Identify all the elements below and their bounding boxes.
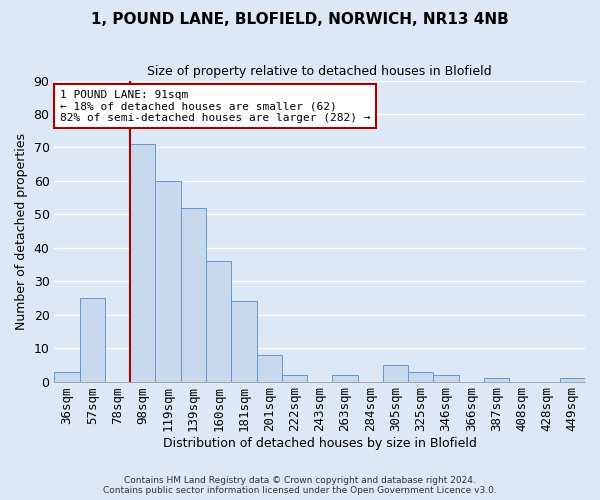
Bar: [332, 375, 358, 382]
Bar: [560, 378, 585, 382]
Text: Contains HM Land Registry data © Crown copyright and database right 2024.
Contai: Contains HM Land Registry data © Crown c…: [103, 476, 497, 495]
Bar: [484, 378, 509, 382]
Text: 1 POUND LANE: 91sqm
← 18% of detached houses are smaller (62)
82% of semi-detach: 1 POUND LANE: 91sqm ← 18% of detached ho…: [60, 90, 370, 123]
Bar: [181, 208, 206, 382]
Title: Size of property relative to detached houses in Blofield: Size of property relative to detached ho…: [148, 65, 492, 78]
Bar: [231, 302, 257, 382]
X-axis label: Distribution of detached houses by size in Blofield: Distribution of detached houses by size …: [163, 437, 476, 450]
Bar: [383, 365, 408, 382]
Bar: [80, 298, 105, 382]
Bar: [130, 144, 155, 382]
Bar: [408, 372, 433, 382]
Y-axis label: Number of detached properties: Number of detached properties: [15, 132, 28, 330]
Bar: [155, 181, 181, 382]
Bar: [206, 261, 231, 382]
Bar: [257, 355, 282, 382]
Bar: [433, 375, 458, 382]
Bar: [282, 375, 307, 382]
Bar: [55, 372, 80, 382]
Text: 1, POUND LANE, BLOFIELD, NORWICH, NR13 4NB: 1, POUND LANE, BLOFIELD, NORWICH, NR13 4…: [91, 12, 509, 28]
